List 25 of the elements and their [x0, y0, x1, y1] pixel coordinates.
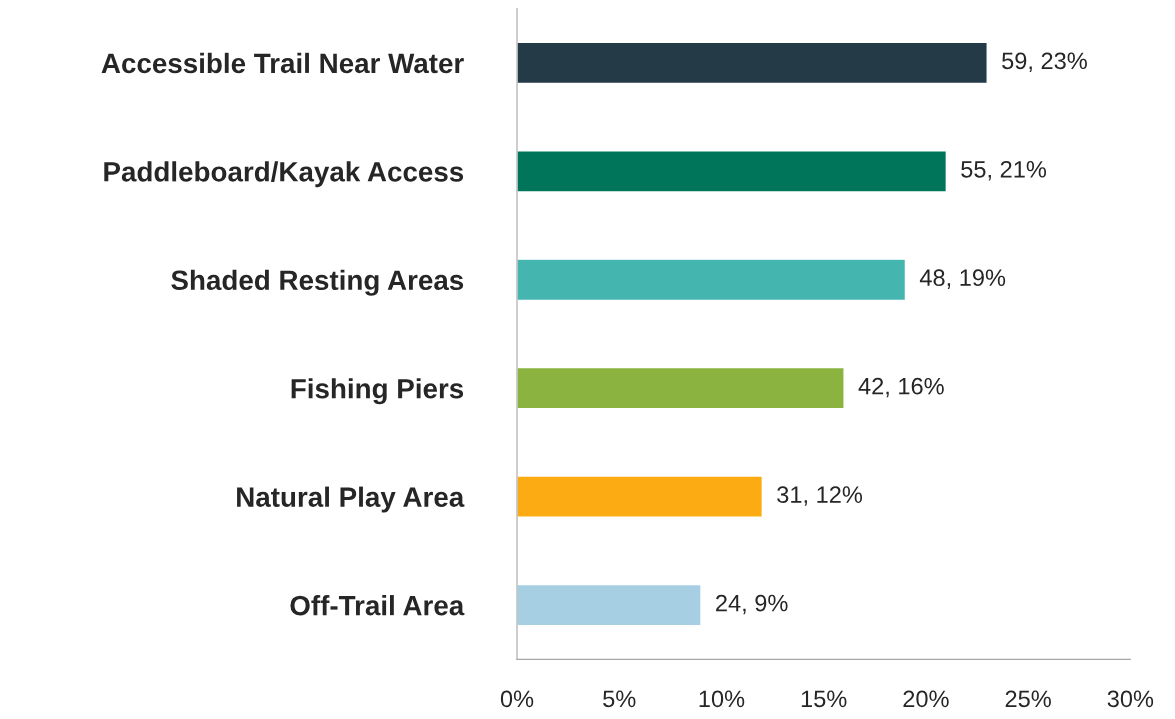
y-tick-label: Fishing Piers [291, 378, 464, 405]
y-tick-label: Paddleboard/Kayak Access [104, 161, 464, 188]
data-label: 59, 23% [1002, 52, 1087, 72]
x-tick-label: 5% [603, 690, 636, 708]
x-tick-label: 10% [699, 690, 745, 708]
bar [517, 366, 845, 410]
y-tick-label: Shaded Resting Areas [171, 269, 464, 296]
data-label: 42, 16% [858, 377, 944, 398]
x-tick-label: 25% [1005, 690, 1051, 708]
data-label: 48, 19% [919, 269, 1006, 289]
bar [517, 258, 907, 302]
y-tick-label: Natural Play Area [237, 486, 465, 513]
bar [517, 41, 988, 85]
bar [517, 583, 702, 627]
data-label: 31, 12% [777, 486, 863, 506]
x-tick-label: 20% [903, 690, 949, 708]
y-tick-label: Accessible Trail Near Water [101, 52, 464, 74]
data-label: 55, 21% [961, 160, 1047, 181]
data-label: 24, 9% [716, 594, 788, 615]
bar [517, 475, 764, 518]
x-tick-label: 15% [801, 690, 847, 708]
y-tick-label: Off-Trail Area [290, 595, 465, 616]
x-tick-label: 0% [500, 690, 534, 708]
x-tick-label: 30% [1107, 690, 1154, 708]
bar [517, 150, 948, 193]
